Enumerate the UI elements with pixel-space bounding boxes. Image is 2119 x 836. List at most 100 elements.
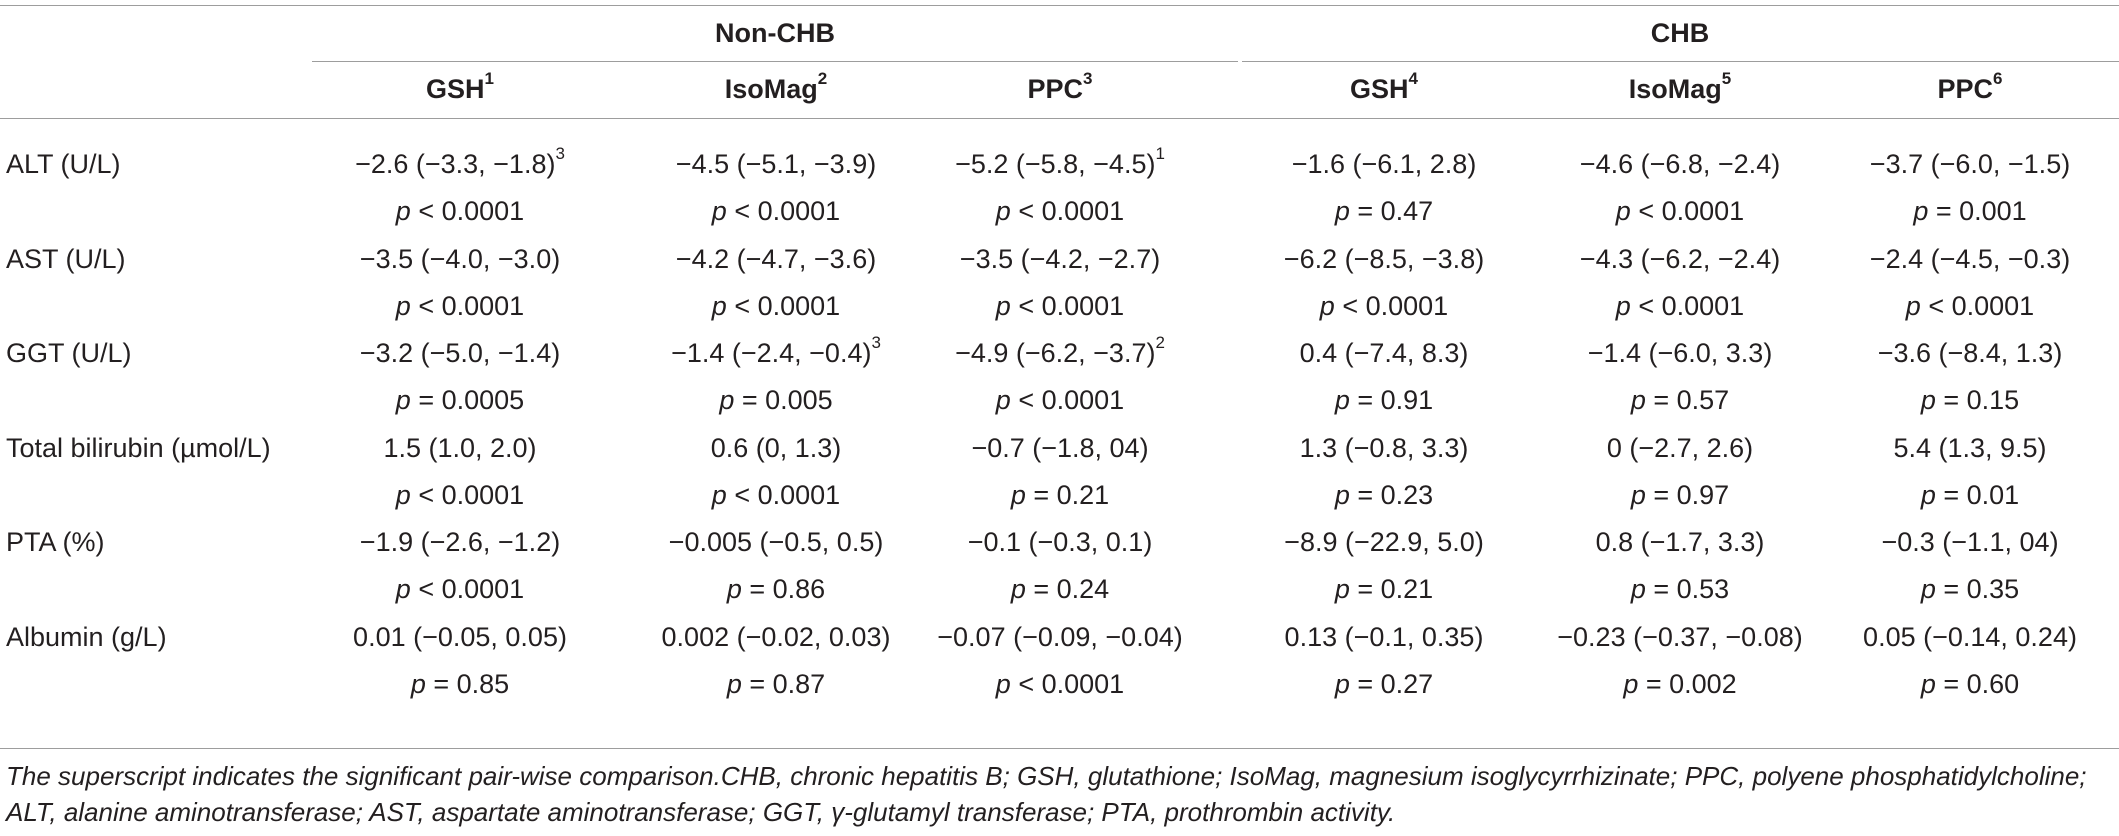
estimate-value: −2.6 (−3.3, −1.8) bbox=[355, 149, 556, 179]
p-value-cell: p = 0.60 bbox=[1921, 667, 2019, 701]
p-value: = 0.24 bbox=[1025, 574, 1110, 604]
column-header-label: PPC bbox=[1937, 74, 1994, 104]
column-header: PPC3 bbox=[1028, 70, 1093, 106]
p-value: = 0.01 bbox=[1935, 480, 2020, 510]
header-rule bbox=[0, 118, 2119, 119]
p-symbol: p bbox=[395, 385, 411, 415]
comparison-superscript: 1 bbox=[1155, 144, 1165, 163]
p-symbol: p bbox=[1319, 291, 1335, 321]
estimate-cell: −3.2 (−5.0, −1.4) bbox=[360, 336, 560, 370]
p-symbol: p bbox=[1920, 669, 1936, 699]
p-symbol: p bbox=[1010, 574, 1026, 604]
p-symbol: p bbox=[711, 291, 727, 321]
p-value-cell: p < 0.0001 bbox=[396, 289, 524, 323]
p-value-cell: p = 0.53 bbox=[1631, 572, 1729, 606]
estimate-value: −5.2 (−5.8, −4.5) bbox=[955, 149, 1156, 179]
column-header: GSH1 bbox=[426, 69, 494, 106]
p-value-cell: p < 0.0001 bbox=[1320, 289, 1448, 323]
column-header: IsoMag5 bbox=[1629, 70, 1731, 106]
column-header-superscript: 4 bbox=[1408, 69, 1418, 88]
comparison-superscript: 3 bbox=[871, 333, 881, 352]
p-value-cell: p = 0.21 bbox=[1335, 572, 1433, 606]
p-value: = 0.87 bbox=[741, 669, 826, 699]
p-symbol: p bbox=[1920, 574, 1936, 604]
non-chb-group-rule bbox=[312, 61, 1238, 62]
p-symbol: p bbox=[1010, 480, 1026, 510]
row-label: AST (U/L) bbox=[6, 244, 126, 274]
estimate-cell: −2.4 (−4.5, −0.3) bbox=[1870, 242, 2070, 276]
p-value-cell: p = 0.27 bbox=[1335, 667, 1433, 701]
p-value: < 0.0001 bbox=[410, 480, 525, 510]
bottom-rule bbox=[0, 748, 2119, 749]
estimate-cell: −8.9 (−22.9, 5.0) bbox=[1284, 525, 1484, 559]
p-symbol: p bbox=[711, 196, 727, 226]
column-header: IsoMag2 bbox=[725, 69, 828, 106]
estimate-cell: 0.05 (−0.14, 0.24) bbox=[1863, 620, 2077, 654]
p-value: < 0.0001 bbox=[1630, 291, 1745, 321]
comparison-superscript: 3 bbox=[555, 144, 565, 163]
column-header-label: GSH bbox=[1350, 74, 1409, 104]
estimate-value: −4.2 (−4.7, −3.6) bbox=[675, 244, 877, 274]
p-symbol: p bbox=[1334, 480, 1350, 510]
p-symbol: p bbox=[1334, 196, 1350, 226]
estimate-value: −3.2 (−5.0, −1.4) bbox=[359, 338, 561, 368]
estimate-value: −4.6 (−6.8, −2.4) bbox=[1579, 149, 1781, 179]
estimate-value: 0.13 (−0.1, 0.35) bbox=[1284, 622, 1484, 652]
p-value: < 0.0001 bbox=[1334, 291, 1449, 321]
p-symbol: p bbox=[1615, 291, 1631, 321]
table-footnote: The superscript indicates the significan… bbox=[6, 761, 2087, 827]
p-value: = 0.35 bbox=[1935, 574, 2020, 604]
estimate-value: 0.01 (−0.05, 0.05) bbox=[353, 622, 567, 652]
estimate-value: −3.6 (−8.4, 1.3) bbox=[1877, 338, 2063, 368]
estimate-value: −1.4 (−6.0, 3.3) bbox=[1587, 338, 1773, 368]
p-symbol: p bbox=[395, 574, 411, 604]
estimate-value: −8.9 (−22.9, 5.0) bbox=[1284, 527, 1484, 557]
p-value-cell: p = 0.005 bbox=[719, 383, 832, 417]
p-value: < 0.0001 bbox=[1010, 291, 1125, 321]
p-value-cell: p = 0.97 bbox=[1631, 478, 1729, 512]
p-symbol: p bbox=[995, 669, 1011, 699]
estimate-value: 0.8 (−1.7, 3.3) bbox=[1595, 527, 1765, 557]
estimate-value: 0.6 (0, 1.3) bbox=[710, 433, 842, 463]
p-value: = 0.0005 bbox=[410, 385, 525, 415]
estimate-cell: −4.6 (−6.8, −2.4) bbox=[1580, 147, 1780, 181]
estimate-value: −0.23 (−0.37, −0.08) bbox=[1557, 622, 1803, 652]
p-value-cell: p < 0.0001 bbox=[396, 572, 524, 606]
column-header-superscript: 2 bbox=[817, 69, 828, 88]
p-value: = 0.23 bbox=[1349, 480, 1434, 510]
p-value: < 0.0001 bbox=[1630, 196, 1745, 226]
estimate-cell: −5.2 (−5.8, −4.5)1 bbox=[955, 144, 1165, 181]
row-label: GGT (U/L) bbox=[6, 338, 132, 368]
estimate-value: −3.5 (−4.2, −2.7) bbox=[959, 244, 1161, 274]
p-value-cell: p = 0.15 bbox=[1921, 383, 2019, 417]
estimate-value: −6.2 (−8.5, −3.8) bbox=[1283, 244, 1485, 274]
p-value: = 0.60 bbox=[1935, 669, 2020, 699]
p-value: = 0.91 bbox=[1349, 385, 1434, 415]
row-label: ALT (U/L) bbox=[6, 149, 121, 179]
p-value-cell: p < 0.0001 bbox=[996, 383, 1124, 417]
p-symbol: p bbox=[1905, 291, 1921, 321]
p-value: < 0.0001 bbox=[1010, 196, 1125, 226]
estimate-cell: −1.6 (−6.1, 2.8) bbox=[1292, 147, 1477, 181]
p-symbol: p bbox=[1913, 196, 1929, 226]
comparison-superscript: 2 bbox=[1155, 333, 1165, 352]
estimate-cell: −0.1 (−0.3, 0.1) bbox=[968, 525, 1153, 559]
estimate-cell: −3.6 (−8.4, 1.3) bbox=[1878, 336, 2063, 370]
estimate-cell: −3.7 (−6.0, −1.5) bbox=[1870, 147, 2070, 181]
top-rule bbox=[0, 5, 2119, 6]
p-symbol: p bbox=[1920, 385, 1936, 415]
p-value: = 0.86 bbox=[741, 574, 826, 604]
estimate-value: −1.4 (−2.4, −0.4) bbox=[671, 338, 872, 368]
p-value-cell: p = 0.01 bbox=[1921, 478, 2019, 512]
p-value-cell: p = 0.87 bbox=[727, 667, 825, 701]
p-value-cell: p = 0.002 bbox=[1623, 667, 1736, 701]
column-header: PPC6 bbox=[1937, 70, 2003, 106]
p-value-cell: p = 0.21 bbox=[1011, 478, 1109, 512]
p-value: = 0.27 bbox=[1349, 669, 1434, 699]
p-value-cell: p < 0.0001 bbox=[1906, 289, 2034, 323]
column-header-superscript: 1 bbox=[484, 69, 494, 88]
estimate-cell: 0.01 (−0.05, 0.05) bbox=[353, 620, 567, 654]
estimate-value: −0.3 (−1.1, 04) bbox=[1881, 527, 2059, 557]
p-symbol: p bbox=[395, 196, 411, 226]
p-value-cell: p < 0.0001 bbox=[396, 194, 524, 228]
